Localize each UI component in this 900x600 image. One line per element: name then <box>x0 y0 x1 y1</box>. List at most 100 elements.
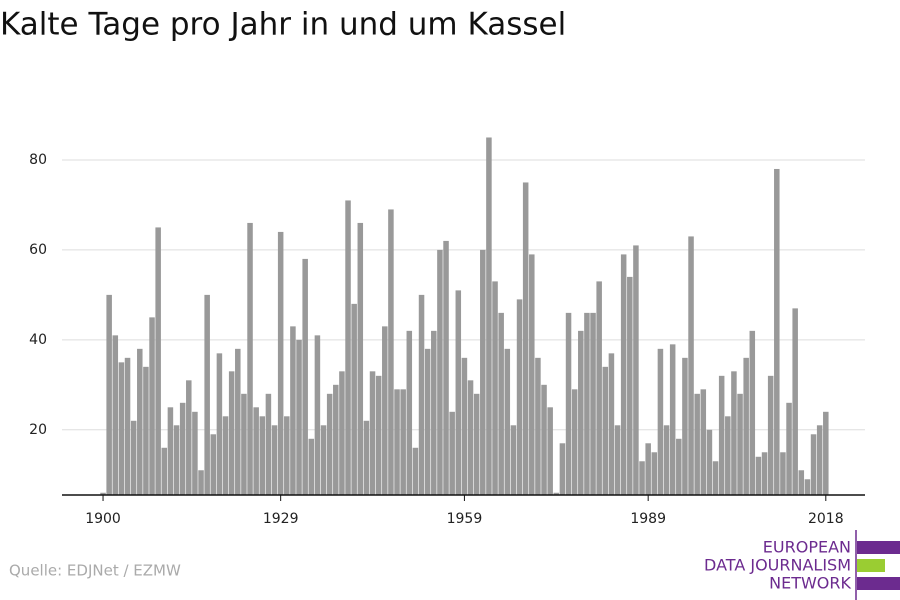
bar <box>731 371 737 495</box>
chart-title: Kalte Tage pro Jahr in und um Kassel <box>0 7 566 43</box>
bar <box>547 407 553 495</box>
bar <box>792 308 798 495</box>
bar <box>412 447 419 495</box>
bar <box>712 461 719 495</box>
bar <box>700 389 707 495</box>
bar <box>761 452 768 495</box>
bar <box>535 357 541 495</box>
bar <box>222 416 229 495</box>
bar <box>382 326 388 495</box>
bar <box>682 357 688 495</box>
bar <box>296 339 302 495</box>
x-tick-label: 1959 <box>447 511 483 527</box>
bar <box>143 366 149 495</box>
bar <box>314 335 321 495</box>
bar <box>774 168 780 496</box>
bar <box>424 348 431 495</box>
bar <box>541 384 547 495</box>
bar <box>259 416 266 495</box>
y-tick-label: 20 <box>29 422 47 438</box>
bar <box>357 222 364 495</box>
bar <box>596 281 602 495</box>
bar <box>216 353 223 495</box>
logo-text: EUROPEAN <box>763 538 851 557</box>
bar <box>706 429 713 495</box>
bar <box>473 393 480 495</box>
logo-bar <box>857 559 885 572</box>
bar <box>388 209 394 495</box>
bar <box>284 416 290 495</box>
bar <box>130 420 137 495</box>
bar <box>173 425 180 495</box>
bar <box>198 470 204 495</box>
y-tick-label: 60 <box>29 242 47 258</box>
x-tick-label: 1900 <box>85 511 121 527</box>
bar <box>149 317 155 495</box>
bar <box>339 371 345 495</box>
bar <box>363 420 370 495</box>
bar <box>663 425 670 495</box>
bar <box>461 357 468 495</box>
bar <box>455 290 462 495</box>
bar <box>326 393 333 495</box>
bar <box>780 452 786 495</box>
bar <box>277 231 284 495</box>
bar <box>186 380 192 495</box>
bar <box>737 393 743 495</box>
bar <box>823 411 829 495</box>
logo-bar <box>857 577 900 590</box>
bar <box>106 294 112 495</box>
bar <box>290 326 296 495</box>
logo: EUROPEAN DATA JOURNALISM NETWORK <box>704 530 900 600</box>
bar <box>578 330 584 495</box>
bar <box>529 254 535 495</box>
bar <box>627 276 633 495</box>
bar <box>137 348 143 495</box>
bar <box>608 353 615 495</box>
bar <box>590 312 596 495</box>
bar <box>449 411 455 495</box>
bar <box>657 348 664 495</box>
bar <box>241 393 247 495</box>
bar <box>669 344 676 495</box>
bar <box>112 335 119 495</box>
bar <box>394 389 400 495</box>
bar <box>486 137 492 495</box>
bar <box>584 312 590 495</box>
logo-text: DATA JOURNALISM <box>704 556 851 575</box>
bar <box>559 443 566 495</box>
bar <box>688 236 694 496</box>
bar <box>725 416 731 495</box>
bar <box>351 303 357 495</box>
bar <box>645 443 651 495</box>
bar <box>676 438 682 495</box>
bar <box>308 438 315 495</box>
bar <box>253 407 259 495</box>
logo-bar <box>857 541 900 554</box>
bar <box>810 434 817 495</box>
bar <box>467 380 474 495</box>
bar <box>406 330 413 495</box>
bar <box>443 240 449 495</box>
bar <box>816 425 823 495</box>
bar <box>418 294 425 495</box>
source: Quelle: EDJNet / EZMW <box>9 562 181 580</box>
bar <box>228 371 235 495</box>
bar <box>155 227 161 496</box>
bar <box>571 389 578 495</box>
bar <box>804 479 811 495</box>
bar <box>522 182 529 495</box>
bar <box>179 402 186 495</box>
bar <box>204 294 210 495</box>
bar <box>320 425 327 495</box>
bar <box>235 348 241 495</box>
bar <box>118 362 125 495</box>
bar <box>161 447 168 495</box>
bar <box>492 281 498 495</box>
bar <box>743 357 749 495</box>
bar <box>565 312 572 495</box>
bar <box>333 384 339 495</box>
x-tick-label: 1989 <box>630 511 666 527</box>
